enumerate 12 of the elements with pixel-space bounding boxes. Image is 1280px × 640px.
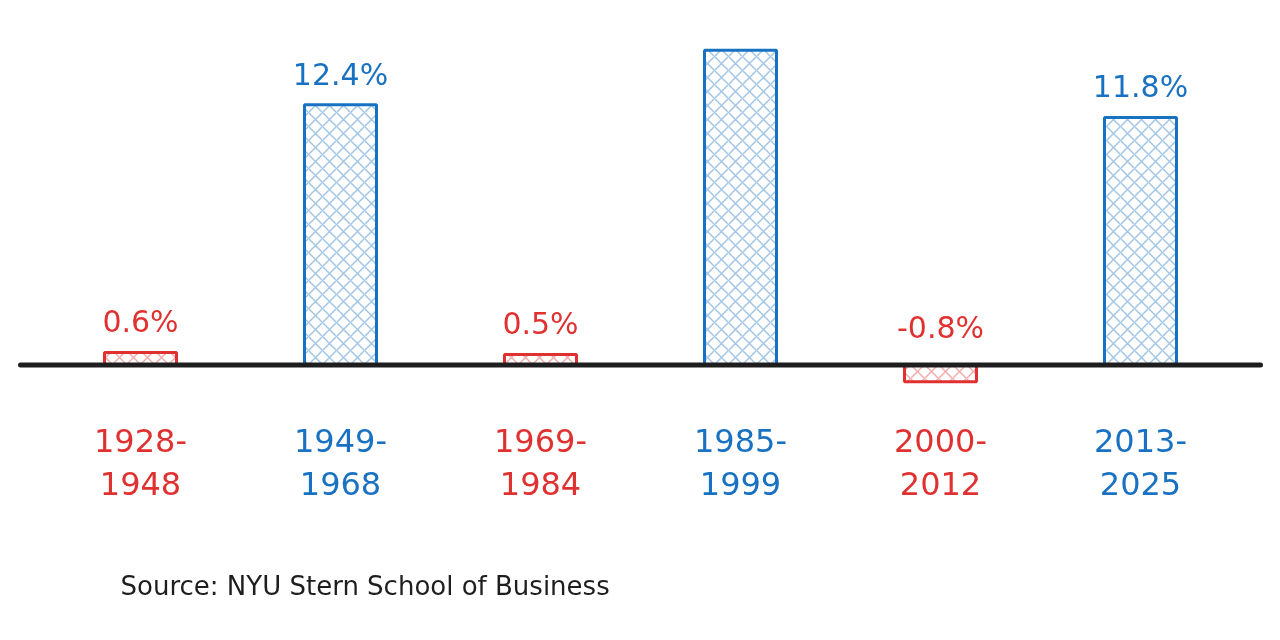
data-label: 0.6% <box>102 304 179 340</box>
data-label: -0.8% <box>896 310 985 346</box>
data-label: 0.5% <box>502 306 579 342</box>
x-tick-label: 2000-2012 <box>894 421 987 504</box>
data-label: 12.4% <box>292 56 389 92</box>
data-label: 11.8% <box>1092 69 1189 105</box>
x-tick-label: 1928-1948 <box>94 421 187 504</box>
source-note: Source: NYU Stern School of Business <box>120 570 610 601</box>
x-tick-label: 1985-1999 <box>694 421 787 504</box>
x-tick-label: 1969-1984 <box>494 421 587 504</box>
x-tick-label: 1949-1968 <box>294 421 387 504</box>
x-tick-label: 2013-2025 <box>1094 421 1187 504</box>
